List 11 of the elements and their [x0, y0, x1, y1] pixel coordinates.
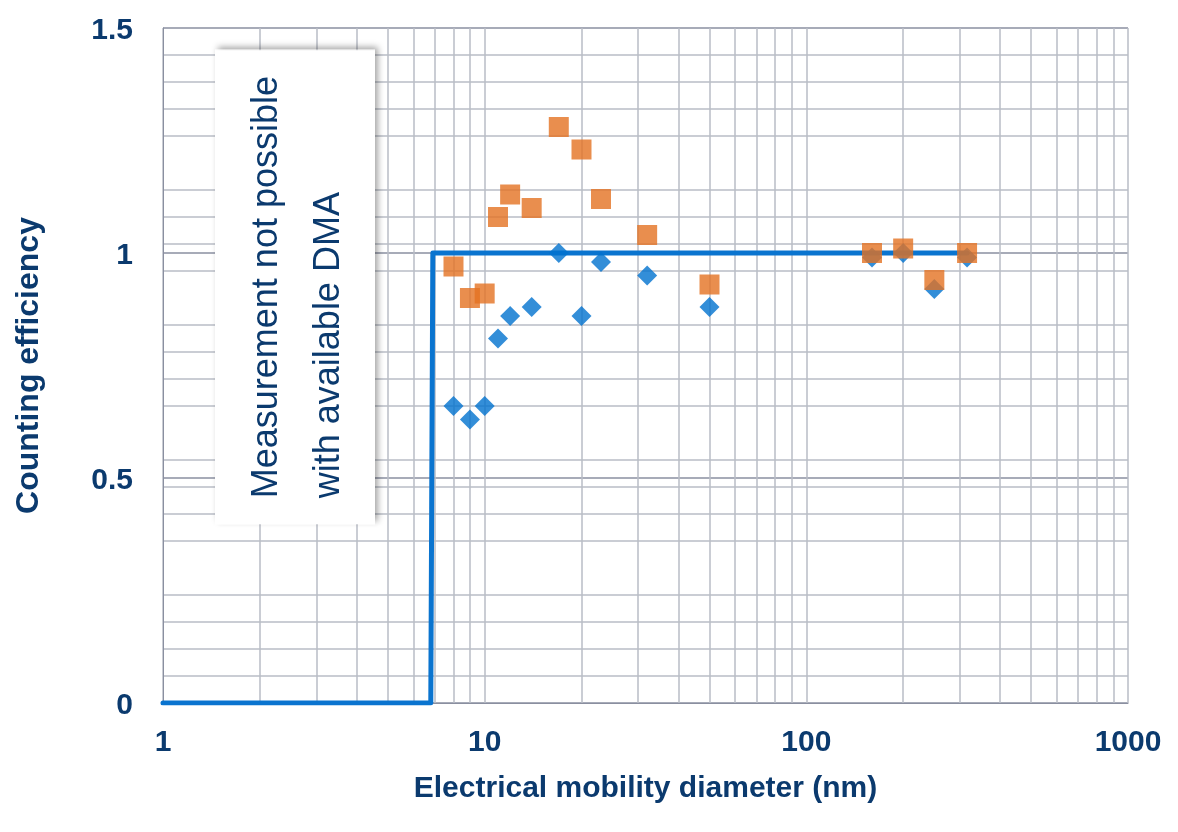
y-tick-label: 0 [116, 686, 133, 720]
x-tick-label: 1000 [1094, 723, 1162, 757]
y-tick-label: 0.5 [91, 461, 133, 495]
y-tick-label: 1 [116, 236, 133, 270]
y-tick-label: 1.5 [91, 11, 133, 45]
x-axis-title: Electrical mobility diameter (nm) [413, 769, 878, 803]
annotation: Measurement not possible with available DMA [243, 75, 347, 500]
y-axis-title: Counting efficiency [9, 216, 45, 514]
x-tick-label: 100 [781, 723, 832, 757]
x-tick-label: 10 [467, 723, 502, 757]
x-tick-label: 1 [154, 723, 172, 757]
